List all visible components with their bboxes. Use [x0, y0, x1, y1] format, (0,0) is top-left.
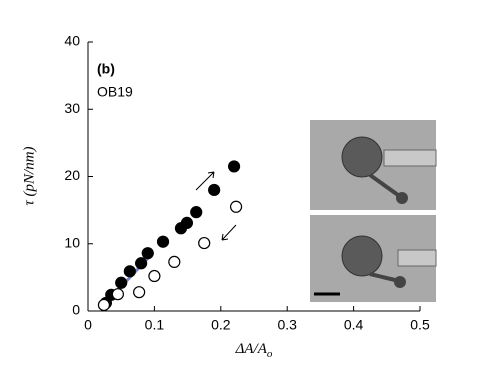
x-tick-label: 0 [84, 317, 92, 333]
x-tick-label: 0.4 [344, 317, 364, 333]
pipette [383, 149, 437, 167]
y-tick-label: 10 [64, 234, 80, 250]
data-point [229, 200, 243, 213]
y-tick-label: 40 [64, 33, 80, 49]
inset-images [310, 120, 437, 302]
data-point [208, 183, 221, 197]
tether [369, 272, 396, 282]
data-point [168, 255, 181, 269]
x-tick-label: 0.1 [145, 317, 165, 333]
data-point [115, 276, 128, 289]
x-axis-label-main: ΔA/A [235, 341, 268, 357]
y-tick-label: 0 [72, 302, 80, 318]
vesicle [341, 235, 383, 277]
data-point [156, 235, 170, 248]
x-tick-label: 0.3 [277, 317, 297, 333]
arrow [195, 171, 215, 191]
data-point [141, 247, 154, 260]
data-point [111, 288, 124, 301]
x-tick-label: 0.5 [410, 317, 430, 333]
bead [394, 276, 406, 288]
annotation: OB19 [97, 84, 133, 100]
data-point [198, 236, 211, 250]
x-tick-label: 0.2 [211, 317, 231, 333]
x-axis-label: ΔA/Ao [235, 341, 273, 359]
data-point [227, 160, 241, 173]
vesicle [341, 136, 383, 178]
y-axis-label: τ (pN/nm) [21, 146, 37, 205]
y-tick-label: 20 [64, 167, 80, 183]
y-tick-label: 30 [64, 100, 80, 116]
tether [368, 173, 400, 197]
data-point [123, 265, 136, 278]
x-axis-label-sub: o [267, 348, 273, 360]
panel-label: (b) [97, 61, 115, 77]
data-point [148, 269, 161, 283]
pipette [397, 249, 437, 267]
data-point [133, 286, 146, 299]
bead [396, 192, 408, 204]
data-point [97, 298, 111, 312]
data-point [135, 257, 148, 270]
arrow [221, 224, 237, 241]
data-point [190, 206, 203, 219]
data-point [180, 216, 194, 230]
